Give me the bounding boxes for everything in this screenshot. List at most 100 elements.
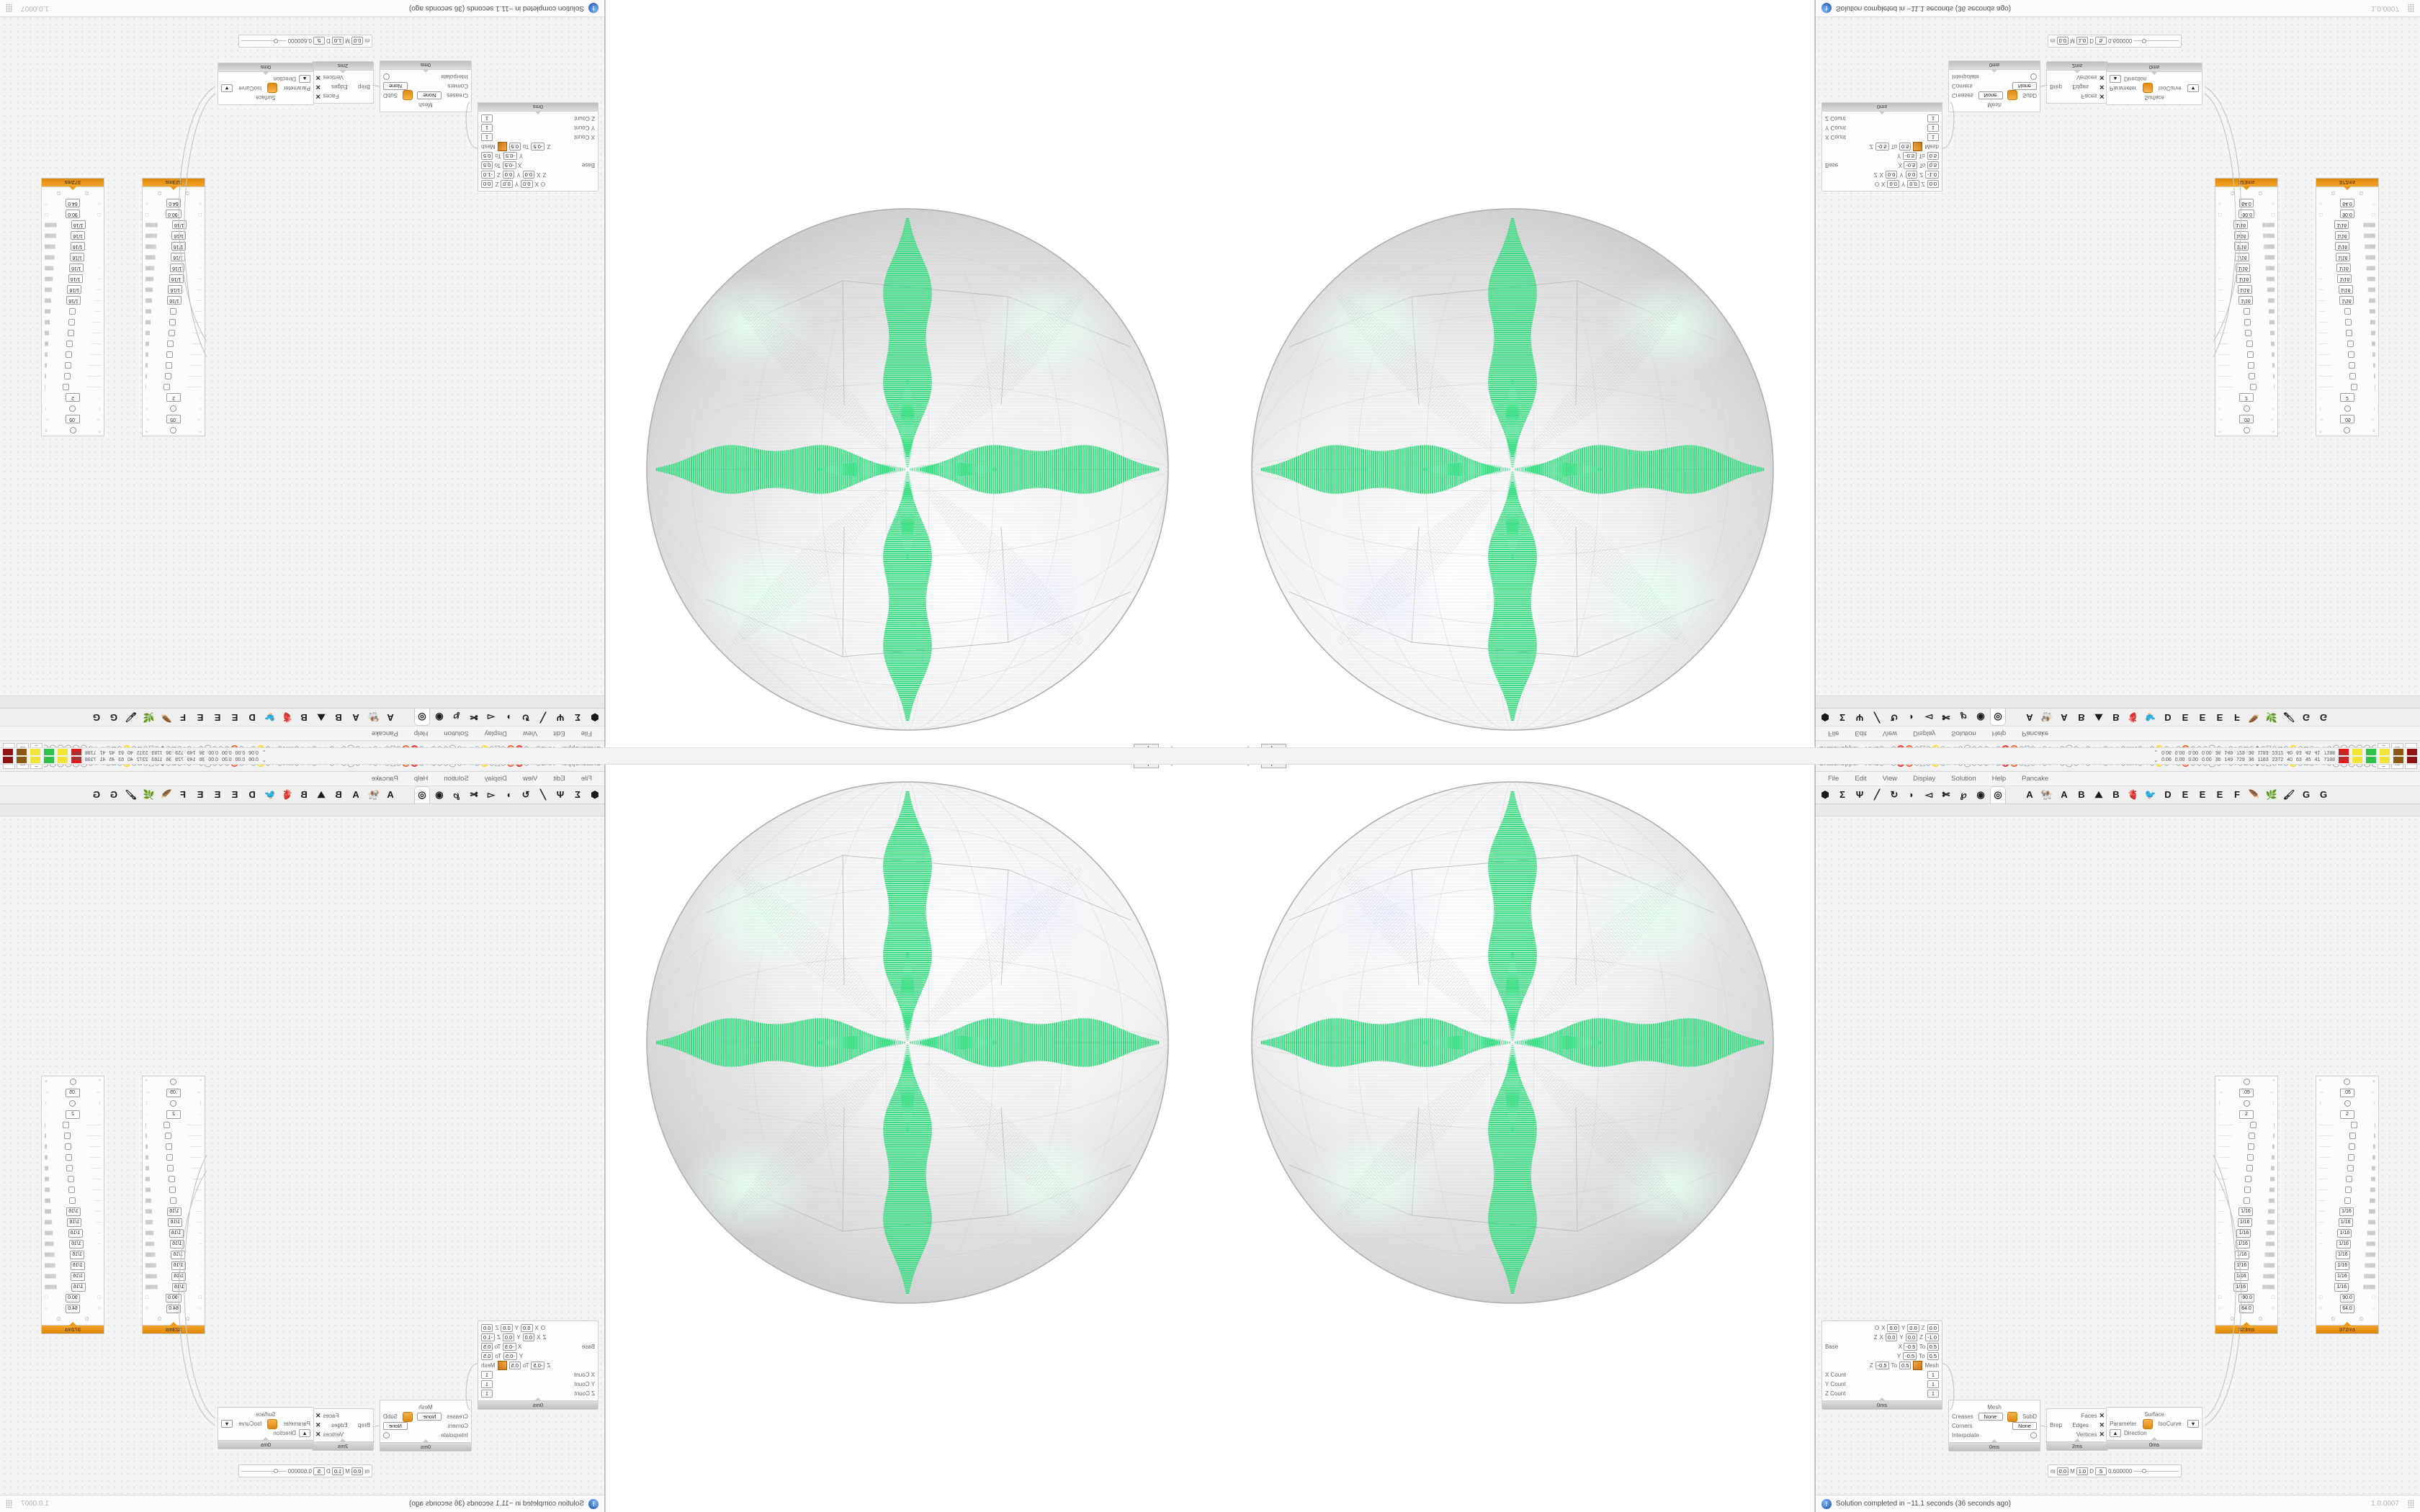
param-row-fraction[interactable]: 1/16 [2233,220,2249,230]
plane-o-z[interactable]: 0.0 [481,180,493,188]
slider-thumb[interactable] [2141,1468,2146,1473]
letter-g2-icon[interactable]: G [2319,712,2328,723]
letter-e-icon[interactable]: E [2182,712,2189,723]
param-row[interactable]: ······· ||||||| [2215,317,2277,328]
param-row[interactable]: ······ |||||||| [42,306,104,317]
component-tab-bar[interactable]: ⬢ Σ Ψ ╱ ↻ ◗ ◅ ✄ ℘ ◉ ◎ A 🐏 A B ⛰ B 🫀 🐦 D … [0,708,604,726]
domain-y-from[interactable]: -0.5 [503,152,517,160]
letter-f-icon[interactable]: F [2234,789,2240,800]
ps-b-angle[interactable]: 90.0 [2340,1293,2354,1302]
param-row[interactable]: ············ || [42,1130,104,1141]
intersect-icon[interactable]: ✄ [470,789,478,800]
domain-y-to[interactable]: 0.5 [1927,1352,1939,1360]
component-tab-bar[interactable]: ⬢ Σ Ψ ╱ ↻ ◗ ◅ ✄ ℘ ◉ ◎ A 🐏 A B ⛰ B 🫀 🐦 D … [0,786,604,804]
param-row[interactable]: · 1/16 ||||||||||||| [143,252,205,263]
feather-icon[interactable]: 🪶 [2248,712,2261,723]
plane-o-y[interactable]: 0.0 [501,180,513,188]
menu-item-pancake[interactable]: Pancake [2022,729,2049,737]
menu-item-edit[interactable]: Edit [1855,729,1867,737]
param-row-checkbox[interactable] [165,362,172,369]
param-row-checkbox[interactable] [169,1187,176,1193]
param-row[interactable]: · 1/16 |||||||||||||| [2316,241,2378,252]
param-row-fraction[interactable]: 1/16 [2336,264,2352,273]
param-row-checkbox[interactable] [2349,1133,2357,1139]
param-row[interactable]: ·· 1/16 |||||||||||| [42,263,104,274]
domain-x-from[interactable]: -0.5 [502,161,516,169]
menu-item-file[interactable]: File [1828,729,1839,737]
param-row-checkbox[interactable] [2347,341,2354,347]
z-count-value[interactable]: 1 [481,1390,493,1398]
param-row-fraction[interactable]: 1/16 [171,242,186,251]
param-row-checkbox[interactable] [63,1133,71,1139]
osnap-caret[interactable]: ⌄ [261,749,266,755]
slider-min[interactable]: 0.0 [351,1467,364,1475]
letter-a-icon[interactable]: A [387,789,394,800]
sphere-render[interactable] [1210,0,1815,743]
ps-a-step[interactable]: .05 [2239,1088,2254,1097]
direction-up-arrow[interactable]: ▲ [299,1429,310,1437]
resize-grip[interactable] [2408,1500,2414,1508]
param-row-fraction[interactable]: 1/16 [2236,1228,2251,1238]
param-row[interactable]: · 1/16 ||||||||||||| [2316,1249,2378,1260]
param-row[interactable]: · 1/16 |||||||||||||||| [42,1282,104,1292]
param-row-fraction[interactable]: 1/16 [2335,253,2350,262]
param-row-fraction[interactable]: 1/16 [71,231,86,240]
slider-thumb[interactable] [2141,39,2146,44]
param-row[interactable]: ··· 1/16 ||||||||||| [2215,1228,2277,1238]
param-row-checkbox[interactable] [67,1176,74,1182]
mesh-icon[interactable]: ◅ [1925,789,1932,800]
param-row-checkbox[interactable] [2249,1133,2256,1139]
maths-icon[interactable]: Σ [575,789,581,800]
ps-a-toggle-mid[interactable] [170,1100,177,1107]
param-row[interactable]: · 1/16 |||||||||||||| [2316,1260,2378,1271]
slider-decimals[interactable]: 5 [2095,37,2107,45]
param-row[interactable]: · 1/16 |||||||||||||| [2215,241,2277,252]
menu-item-view[interactable]: View [1882,729,1898,737]
param-row[interactable]: ········· ||||| [143,1163,205,1174]
ps-b-count[interactable]: 64.0 [66,1304,80,1313]
param-row[interactable]: ····· 1/16 ||||||||| [2316,1206,2378,1217]
component-box-domain[interactable]: O X 0.0 Y 0.0 Z 0.0 Z X 0.0 Y 0.0 Z -1.0 Base … [1821,1320,1942,1410]
curve-icon[interactable]: ↻ [1890,789,1899,800]
sets-icon[interactable]: Ψ [556,712,565,723]
letter-a2-icon[interactable]: A [352,789,359,800]
grasshopper-canvas[interactable]: O X 0.0 Y 0.0 Z 0.0 Z X 0.0 Y 0.0 Z -1.0 Base … [1816,816,2420,1495]
y-count-value[interactable]: 1 [1927,1380,1939,1388]
plane-o-y[interactable]: 0.0 [501,1324,513,1332]
ps-b-count[interactable]: 64.0 [66,199,80,208]
domain-z-from[interactable]: -0.5 [1875,143,1889,150]
param-row-fraction[interactable]: 1/16 [2236,264,2251,273]
x-count-value[interactable]: 1 [1927,133,1939,141]
vector-icon[interactable]: ╱ [1874,712,1880,723]
menu-item-display[interactable]: Display [484,729,507,737]
param-row[interactable]: ······ |||||||| [143,1195,205,1206]
letter-d-icon[interactable]: D [2164,712,2172,723]
creases-value[interactable]: None [417,91,442,99]
param-row[interactable]: ········ |||||| [2316,328,2378,338]
param-row-fraction[interactable]: 1/16 [2234,242,2249,251]
domain-y-to[interactable]: 0.5 [481,1352,493,1360]
display-icon[interactable]: ◉ [1976,789,1985,800]
rhino-osnap-strip[interactable]: ⌄ 0.06 0.00 0.00 0.00 36 149 729 36 1183… [1210,747,2420,756]
rhino-viewport-panel[interactable]: Rhino Viewport Top▼ [605,0,1210,756]
param-row[interactable]: ···· 1/16 |||||||||| [42,1217,104,1228]
isocurve-down-arrow[interactable]: ▼ [2187,84,2199,92]
component-isocurve[interactable]: Surface Parameter IsoCurve ▼ ▲ Direction… [2106,1407,2202,1449]
param-row-fraction[interactable]: 1/16 [68,1228,83,1238]
param-row[interactable]: · 1/16 ||||||||||||||| [143,1271,205,1282]
ps-a-count[interactable]: 64.0 [166,199,181,208]
active-tab-icon[interactable]: ◎ [1990,786,2006,804]
param-row[interactable]: · 1/16 ||||||||||||| [2215,1249,2277,1260]
plane-o-x[interactable]: 0.0 [521,180,533,188]
letter-d-icon[interactable]: D [248,712,256,723]
vector-icon[interactable]: ╱ [540,712,546,723]
domain-y-to[interactable]: 0.5 [1927,152,1939,160]
rhino-viewport-panel[interactable]: Rhino Viewport Top▼ [605,756,1210,1512]
ps-a-digits[interactable]: 2 [166,393,181,402]
letter-a2-icon[interactable]: A [2061,712,2068,723]
param-row-checkbox[interactable] [2346,330,2353,336]
letter-b-icon[interactable]: B [2078,789,2085,800]
param-row[interactable]: ··· 1/16 ||||||||||| [42,1228,104,1238]
